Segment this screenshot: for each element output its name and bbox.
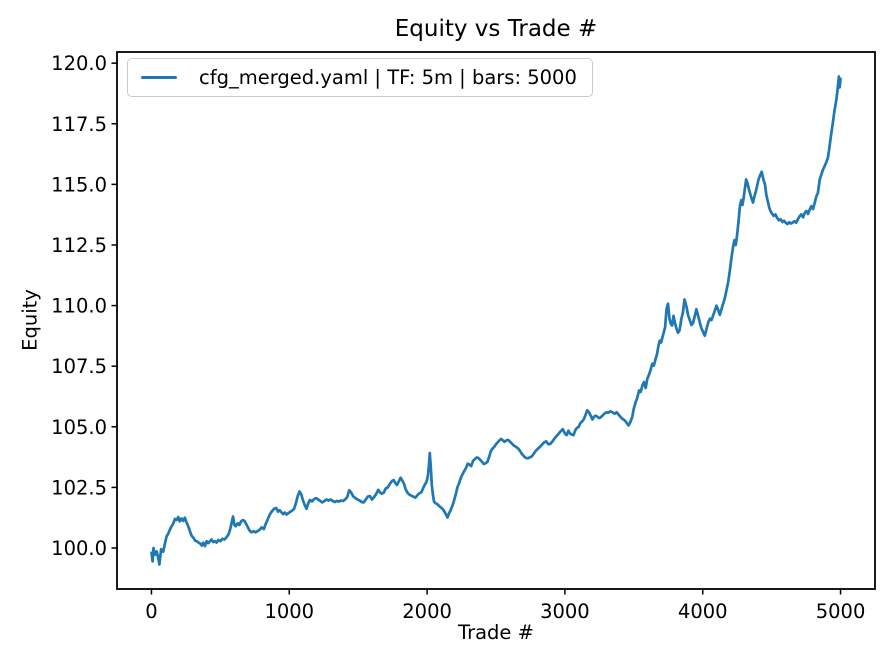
y-tick-label: 117.5 (51, 113, 107, 136)
chart-title: Equity vs Trade # (394, 16, 598, 42)
legend-label: cfg_merged.yaml | TF: 5m | bars: 5000 (199, 66, 577, 89)
y-tick-label: 107.5 (51, 355, 107, 378)
equity-line (150, 75, 842, 566)
y-axis-label: Equity (18, 289, 42, 351)
y-tick-label: 102.5 (51, 476, 107, 499)
y-tick-label: 110.0 (51, 295, 107, 318)
x-tick-label: 0 (145, 600, 157, 623)
x-axis-label: Trade # (458, 621, 534, 644)
x-tick-label: 5000 (816, 600, 866, 623)
x-tick-label: 4000 (678, 600, 728, 623)
legend: cfg_merged.yaml | TF: 5m | bars: 5000 (127, 58, 593, 97)
y-tick-label: 112.5 (51, 234, 107, 257)
y-tick-label: 115.0 (51, 173, 107, 196)
y-tick-label: 105.0 (51, 416, 107, 439)
y-tick-label: 120.0 (51, 52, 107, 75)
x-tick-label: 1000 (264, 600, 314, 623)
x-tick-label: 3000 (540, 600, 590, 623)
y-tick-label: 100.0 (51, 537, 107, 560)
axes-spines (116, 51, 876, 590)
legend-line-swatch (141, 76, 177, 79)
x-tick-label: 2000 (402, 600, 452, 623)
